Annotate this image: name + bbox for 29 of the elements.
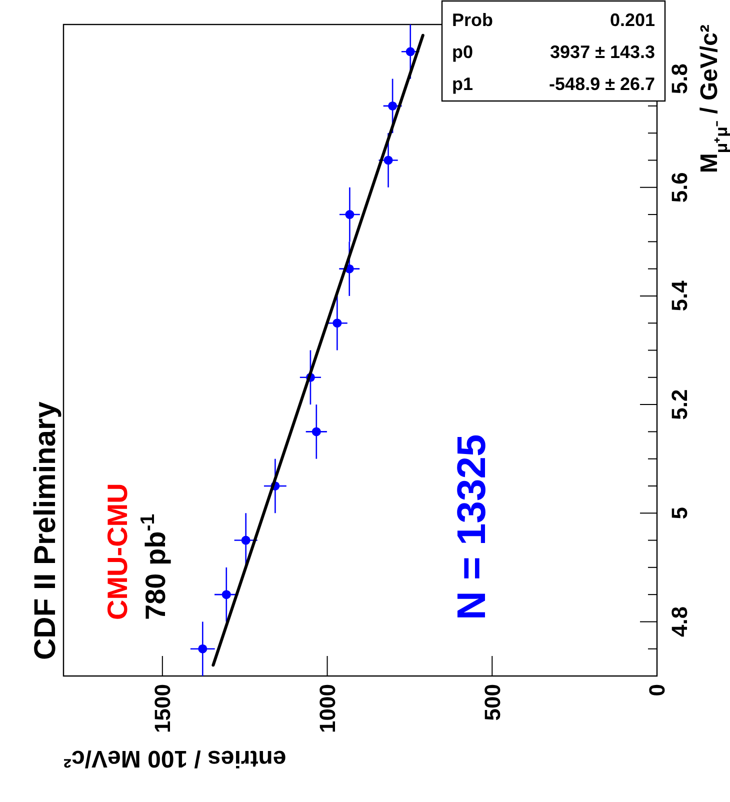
y-tick-label: 4.8 (667, 606, 692, 638)
x-axis-title: entries / 100 MeV/c² (64, 745, 286, 772)
point (241, 536, 250, 545)
annotation: N = 13325 (450, 434, 494, 620)
y-tick-label: 5.8 (667, 63, 692, 94)
text: CDF II Preliminary (29, 401, 62, 660)
point (345, 210, 354, 220)
y-tick-label: 5.4 (667, 280, 692, 312)
point (332, 318, 342, 328)
point (222, 590, 231, 600)
annotation: 0.201 (610, 10, 655, 30)
point (406, 47, 415, 56)
point (384, 156, 393, 165)
y-tick-label: 5.2 (667, 389, 692, 420)
annotation: Prob (452, 10, 494, 30)
point (388, 101, 398, 110)
y-tick-label: 5.6 (667, 172, 692, 203)
point (312, 427, 321, 436)
annotation: CMU-CMU (102, 483, 133, 620)
x-tick-label: 500 (480, 684, 505, 721)
annotation: 3937 ± 143.3 (550, 42, 655, 62)
annotation: -548.9 ± 26.7 (549, 74, 655, 94)
x-tick-label: 1500 (150, 684, 176, 733)
x-tick-label: 0 (644, 684, 670, 696)
point (198, 644, 208, 654)
annotation: p1 (452, 74, 474, 94)
x-tick-label: 1000 (314, 684, 340, 733)
annotation: p0 (452, 42, 474, 62)
y-tick-label: 5 (667, 507, 692, 520)
